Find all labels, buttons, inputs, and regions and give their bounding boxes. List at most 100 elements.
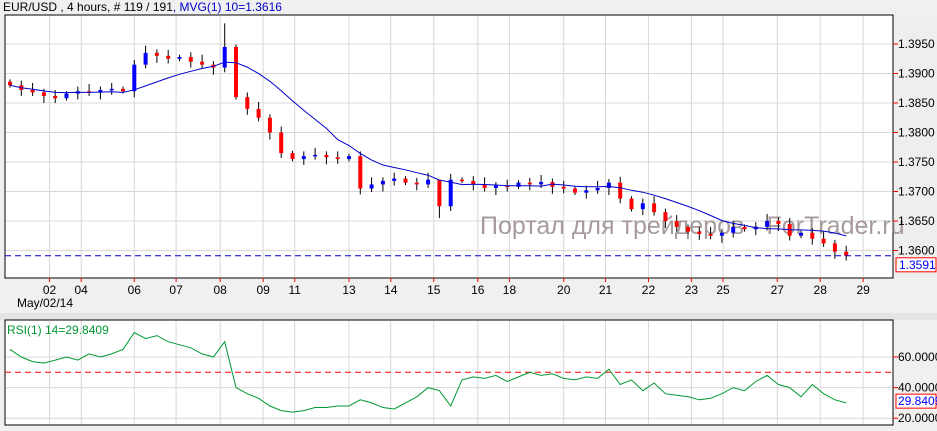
candle-body [776,221,781,224]
rsi-value-box [895,393,937,409]
candle-body [573,188,577,193]
candle [629,196,634,212]
candle [403,176,408,186]
candle-body [832,243,837,252]
candle [301,151,306,165]
candle-body [719,232,724,236]
candle [765,213,770,231]
candle [844,245,849,261]
candle-body [335,157,340,160]
candle-body [245,97,250,109]
candle [437,179,442,219]
candle [832,239,837,259]
chart-title: EUR/USD , 4 hours, # 119 / 191, MVG(1) 1… [3,0,282,14]
candle-body [482,184,487,188]
watermark: Портал для трейдеров - ForTrader.ru [480,212,905,240]
candle [347,153,351,162]
candle-body [279,132,284,154]
price-plot-area[interactable] [4,14,894,279]
rsi-line [9,331,847,413]
candle-body [98,90,103,93]
candle-body [301,156,306,160]
candle-body [595,187,600,191]
candle [154,49,159,63]
candle-body [606,182,611,188]
panel-splitter[interactable] [0,313,937,320]
candle-body [516,182,521,187]
candle-body [53,95,58,99]
candle [358,151,363,195]
candle-body [640,203,645,210]
candle [584,185,589,199]
candle [290,150,295,162]
candle-body [584,190,589,193]
candle [335,151,340,164]
y-tick-label: 1.3750 [898,155,935,169]
candle [392,172,397,186]
candle [414,177,419,191]
candle-body [561,186,566,189]
candle-body [414,182,419,185]
x-tick-label: 25 [716,283,730,297]
candle-body [539,182,544,185]
candle-body [256,108,261,118]
x-tick-label: 29 [856,283,870,297]
y-tick-label: 1.3700 [898,185,935,199]
candle-body [358,156,363,189]
x-tick-label: 21 [599,283,613,297]
candle-body [121,88,125,92]
candle-body [200,61,205,65]
last-price-box [895,257,937,273]
y-tick-label: 1.3650 [898,214,935,228]
candle [166,49,171,64]
date-caption: May/02/14 [17,296,73,310]
candle [8,79,12,88]
candle-body [369,184,374,189]
candle-body [674,221,679,227]
candle-body [380,180,385,185]
candle-body [166,55,171,59]
x-tick-label: 18 [503,283,517,297]
rsi-y-tick-label: 20.0000 [898,411,937,425]
candle-body [471,180,476,185]
candle-body [290,153,295,160]
candle-body [629,198,634,210]
candle-body [426,179,431,185]
rsi-value-label: 29.8409 [898,394,937,408]
candle [448,173,453,211]
candle [821,231,826,247]
x-tick-label: 27 [771,283,785,297]
x-tick-label: 04 [75,283,89,297]
candle [573,186,577,196]
x-tick-label: 23 [685,283,699,297]
candle [267,114,272,140]
candle [493,182,498,196]
candle [719,229,724,243]
candle-body [686,226,690,232]
candle [188,52,193,68]
x-tick-label: 15 [427,283,441,297]
candle [177,54,182,62]
y-tick-label: 1.3850 [898,96,935,110]
x-tick-label: 14 [384,283,398,297]
price-axis[interactable] [894,15,937,278]
candle [132,59,137,98]
moving-average-line [9,61,847,237]
candle-body [30,90,35,93]
x-tick-label: 28 [814,283,828,297]
candle-body [708,233,713,236]
candle-body [177,56,182,59]
candle [279,126,284,158]
x-tick-label: 22 [642,283,656,297]
candle-body [109,88,114,91]
candle-body [392,178,397,181]
x-tick-label: 06 [128,283,142,297]
candle [200,54,205,69]
candle-body [234,46,238,98]
x-tick-label: 07 [169,283,183,297]
candle [256,101,261,122]
candle-body [460,179,464,182]
candle-body [347,156,351,160]
